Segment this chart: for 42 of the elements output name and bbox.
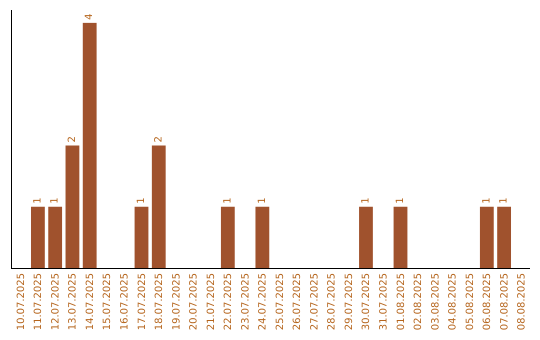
x-tick-label: 02.08.2025 [413,273,424,330]
x-tick-label: 15.07.2025 [102,273,114,330]
data-label: 1 [395,197,406,204]
x-tick-label: 25.07.2025 [274,273,286,330]
x-tick-label: 03.08.2025 [430,273,442,330]
x-tick-label: 04.08.2025 [448,273,459,330]
x-tick-label: 26.07.2025 [292,273,304,330]
x-tick-label: 24.07.2025 [258,273,269,330]
x-tick-label: 16.07.2025 [119,273,130,330]
data-label: 1 [32,197,44,204]
x-tick-label: 10.07.2025 [16,273,27,330]
x-tick-label: 14.07.2025 [84,273,96,330]
data-label: 1 [481,197,492,204]
x-tick-label: 13.07.2025 [68,273,79,330]
x-tick-label: 21.07.2025 [206,273,217,330]
x-tick-label: 22.07.2025 [223,273,234,330]
x-tick-label: 01.08.2025 [396,273,407,330]
x-tick-label: 29.07.2025 [344,273,355,330]
data-label: 1 [136,197,147,204]
x-tick-label: 12.07.2025 [50,273,62,330]
x-tick-label: 08.08.2025 [516,273,528,330]
x-tick-label: 20.07.2025 [188,273,200,330]
x-tick-label: 06.08.2025 [482,273,494,330]
x-tick-label: 28.07.2025 [326,273,338,330]
x-tick-label: 19.07.2025 [171,273,182,330]
data-label: 1 [256,197,268,204]
data-label: 2 [153,136,164,142]
data-label: 1 [222,197,234,204]
data-label: 1 [50,197,61,204]
x-tick-label: 17.07.2025 [136,273,148,330]
data-label: 4 [84,14,96,20]
x-tick-label: 27.07.2025 [309,273,320,330]
x-tick-label: 07.08.2025 [499,273,510,330]
x-tick-label: 11.07.2025 [33,273,44,330]
x-tick-label: 05.08.2025 [464,273,476,330]
data-label: 1 [498,197,510,204]
data-label: 2 [66,136,78,142]
data-label: 1 [360,197,372,204]
x-tick-label: 30.07.2025 [361,273,372,330]
x-tick-label: 23.07.2025 [240,273,252,330]
x-tick-label: 31.07.2025 [378,273,390,330]
x-tick-label: 18.07.2025 [154,273,166,330]
